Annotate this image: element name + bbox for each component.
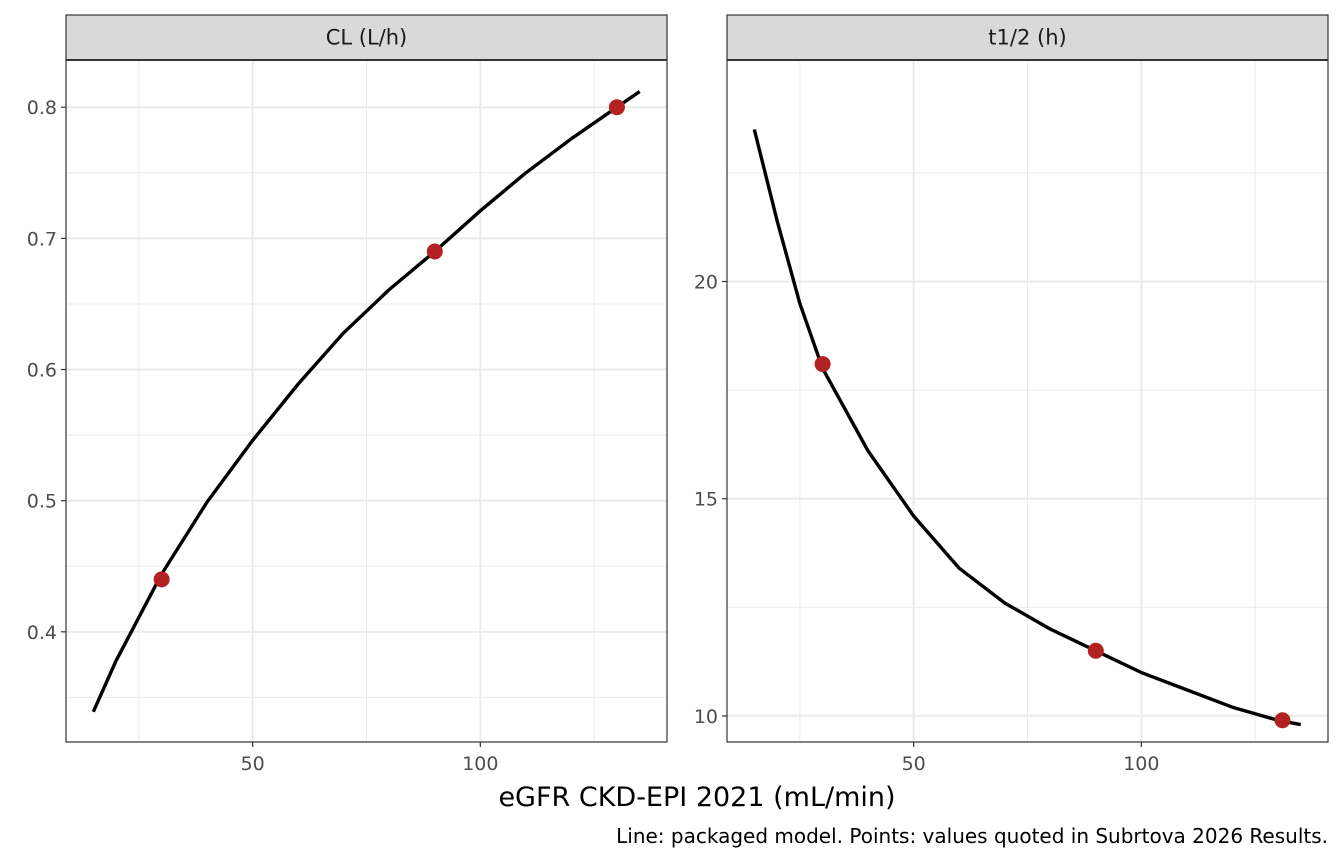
y-tick-label: 20 — [694, 272, 718, 294]
facet-panel-cl: CL (L/h) 0.4 0.5 0.6 0.7 0.8 50 100 — [27, 14, 668, 775]
y-tick-label: 0.8 — [27, 97, 57, 119]
x-tick-label: 100 — [462, 753, 498, 775]
y-tick-label: 10 — [694, 706, 718, 728]
y-tick-label: 15 — [694, 489, 718, 511]
facet-strip — [726, 14, 1329, 61]
y-tick-label: 0.5 — [27, 491, 57, 513]
chart-caption: Line: packaged model. Points: values quo… — [616, 824, 1328, 848]
x-tick-label: 50 — [241, 753, 265, 775]
x-tick-label: 50 — [902, 753, 926, 775]
data-point — [1274, 712, 1291, 729]
model-line — [752, 129, 1302, 727]
data-point — [608, 99, 625, 116]
x-axis-title: eGFR CKD-EPI 2021 (mL/min) — [498, 782, 895, 813]
data-point — [814, 356, 831, 373]
data-point — [153, 571, 170, 588]
facet-strip-label: t1/2 (h) — [988, 26, 1066, 50]
data-point — [426, 243, 443, 260]
y-tick-label: 0.4 — [27, 622, 57, 644]
data-point — [1087, 642, 1104, 659]
y-tick-label: 0.7 — [27, 228, 57, 250]
y-tick-label: 0.6 — [27, 360, 57, 382]
x-tick-label: 100 — [1123, 753, 1159, 775]
model-line — [91, 90, 641, 713]
facet-strip-label: CL (L/h) — [326, 26, 408, 50]
facet-panel-half-life: t1/2 (h) 10 15 20 50 100 — [694, 14, 1329, 775]
